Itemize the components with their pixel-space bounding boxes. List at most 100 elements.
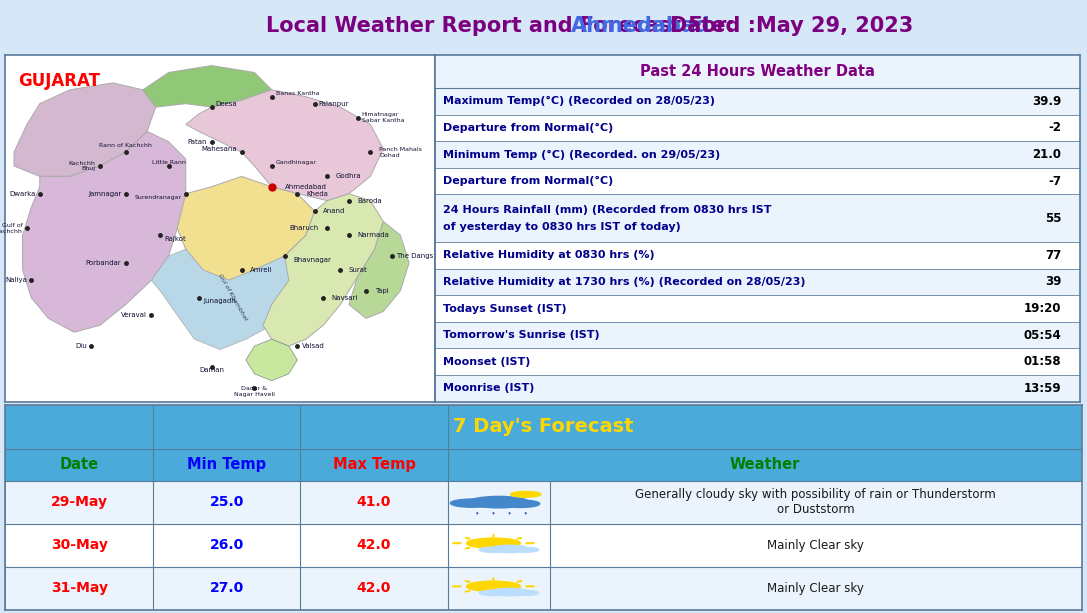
Text: Junagadh: Junagadh (203, 298, 236, 304)
FancyBboxPatch shape (435, 348, 1080, 375)
Circle shape (490, 545, 529, 553)
Text: Diu: Diu (75, 343, 87, 349)
Text: Naliya: Naliya (5, 277, 27, 283)
Text: Panch Mahals
Dohad: Panch Mahals Dohad (379, 147, 422, 158)
Text: Valsad: Valsad (302, 343, 324, 349)
FancyBboxPatch shape (5, 481, 1082, 524)
Text: Mainly Clear sky: Mainly Clear sky (767, 539, 864, 552)
Text: Local Weather Report and Forecast For:: Local Weather Report and Forecast For: (265, 17, 741, 36)
Polygon shape (349, 221, 409, 318)
Text: Weather: Weather (729, 457, 800, 472)
Text: Godhra: Godhra (336, 173, 362, 180)
Text: Tapi: Tapi (375, 287, 388, 294)
Polygon shape (23, 131, 186, 332)
Text: Palanpur: Palanpur (318, 101, 349, 107)
Circle shape (513, 590, 539, 595)
Text: Max Temp: Max Temp (333, 457, 415, 472)
Text: Mahesana: Mahesana (202, 146, 237, 151)
Text: Deesa: Deesa (216, 101, 237, 107)
Text: Moonset (IST): Moonset (IST) (442, 357, 530, 367)
Text: Departure from Normal(°C): Departure from Normal(°C) (442, 123, 613, 133)
FancyBboxPatch shape (435, 268, 1080, 295)
FancyBboxPatch shape (435, 242, 1080, 268)
Circle shape (466, 581, 521, 592)
Text: Baroda: Baroda (358, 197, 383, 204)
FancyBboxPatch shape (5, 449, 1082, 481)
Text: Min Temp: Min Temp (187, 457, 266, 472)
Text: Jamnagar: Jamnagar (88, 191, 122, 197)
Polygon shape (151, 235, 314, 349)
Polygon shape (186, 90, 384, 200)
FancyBboxPatch shape (435, 55, 1080, 88)
FancyBboxPatch shape (5, 524, 1082, 567)
FancyBboxPatch shape (5, 567, 1082, 610)
Text: Tomorrow's Sunrise (IST): Tomorrow's Sunrise (IST) (442, 330, 599, 340)
Text: 41.0: 41.0 (357, 495, 391, 509)
Polygon shape (142, 66, 272, 107)
Text: 42.0: 42.0 (357, 538, 391, 552)
Circle shape (479, 547, 508, 552)
Text: 55: 55 (1045, 211, 1061, 225)
Text: Dadar &
Nagar Haveli: Dadar & Nagar Haveli (234, 386, 275, 397)
FancyBboxPatch shape (435, 88, 1080, 115)
Text: Moonrise (IST): Moonrise (IST) (442, 383, 534, 393)
Text: Porbandar: Porbandar (86, 260, 122, 266)
Text: 39: 39 (1045, 275, 1061, 289)
Text: Past 24 Hours Weather Data: Past 24 Hours Weather Data (640, 64, 875, 79)
Text: Relative Humidity at 1730 hrs (%) (Recorded on 28/05/23): Relative Humidity at 1730 hrs (%) (Recor… (442, 277, 805, 287)
Text: of yesterday to 0830 hrs IST of today): of yesterday to 0830 hrs IST of today) (442, 222, 680, 232)
Text: 77: 77 (1045, 249, 1061, 262)
Text: 31-May: 31-May (51, 581, 108, 595)
Text: 39.9: 39.9 (1032, 95, 1061, 108)
Text: Amreli: Amreli (250, 267, 273, 273)
Text: 24 Hours Rainfall (mm) (Recorded from 0830 hrs IST: 24 Hours Rainfall (mm) (Recorded from 08… (442, 205, 771, 215)
Text: 25.0: 25.0 (210, 495, 243, 509)
Text: Rajkot: Rajkot (164, 236, 186, 242)
Text: 7 Day's Forecast: 7 Day's Forecast (453, 417, 634, 436)
Text: Patan: Patan (188, 139, 208, 145)
FancyBboxPatch shape (435, 168, 1080, 194)
Text: 13:59: 13:59 (1024, 382, 1061, 395)
Text: Relative Humidity at 0830 hrs (%): Relative Humidity at 0830 hrs (%) (442, 251, 654, 261)
Text: 19:20: 19:20 (1024, 302, 1061, 315)
Text: Maximum Temp(°C) (Recorded on 28/05/23): Maximum Temp(°C) (Recorded on 28/05/23) (442, 96, 714, 107)
Text: Date: Date (60, 457, 99, 472)
FancyBboxPatch shape (435, 375, 1080, 402)
Text: Minimum Temp (°C) (Recorded. on 29/05/23): Minimum Temp (°C) (Recorded. on 29/05/23… (442, 150, 720, 159)
FancyBboxPatch shape (5, 405, 1082, 449)
Polygon shape (263, 194, 384, 346)
FancyBboxPatch shape (435, 141, 1080, 168)
Text: Gandhinagar: Gandhinagar (276, 160, 316, 165)
Text: Dated :May 29, 2023: Dated :May 29, 2023 (641, 17, 913, 36)
Text: -7: -7 (1048, 175, 1061, 188)
Polygon shape (246, 339, 298, 381)
Text: 21.0: 21.0 (1033, 148, 1061, 161)
Text: -2: -2 (1048, 121, 1061, 134)
Text: Departure from Normal(°C): Departure from Normal(°C) (442, 176, 613, 186)
Text: Mainly Clear sky: Mainly Clear sky (767, 582, 864, 595)
Text: GUJARAT: GUJARAT (18, 72, 100, 91)
Text: Kheda: Kheda (307, 191, 328, 197)
Circle shape (450, 499, 493, 508)
Text: 26.0: 26.0 (210, 538, 243, 552)
Text: Veraval: Veraval (121, 312, 147, 318)
Text: 42.0: 42.0 (357, 581, 391, 595)
Text: Kachchh
Bhuj: Kachchh Bhuj (68, 161, 96, 172)
FancyBboxPatch shape (435, 322, 1080, 348)
Text: Gul of Khambhat: Gul of Khambhat (217, 273, 249, 322)
Polygon shape (177, 177, 314, 280)
Circle shape (513, 547, 539, 552)
Text: Daman: Daman (199, 367, 224, 373)
FancyBboxPatch shape (435, 194, 1080, 242)
Text: 01:58: 01:58 (1024, 355, 1061, 368)
Text: Bharuch: Bharuch (289, 226, 318, 231)
Text: Generally cloudy sky with possibility of rain or Thunderstorm
or Duststorm: Generally cloudy sky with possibility of… (636, 488, 996, 516)
Circle shape (466, 538, 521, 548)
Text: Banas Kantha: Banas Kantha (276, 91, 320, 96)
Text: Little Rann: Little Rann (152, 160, 186, 165)
Circle shape (490, 588, 529, 596)
Text: Narmada: Narmada (358, 232, 389, 238)
FancyBboxPatch shape (435, 295, 1080, 322)
Text: Anand: Anand (323, 208, 346, 214)
Text: Ahmedabad: Ahmedabad (571, 17, 711, 36)
